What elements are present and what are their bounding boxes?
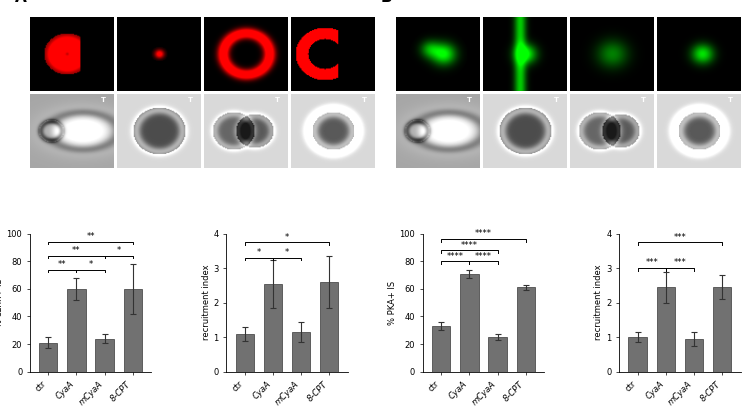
Bar	[236, 334, 254, 372]
Text: *: *	[285, 233, 289, 242]
Text: A: A	[15, 0, 27, 5]
Text: **: **	[73, 246, 81, 255]
Text: ***: ***	[646, 259, 658, 268]
Text: ****: ****	[447, 252, 464, 261]
Bar	[460, 274, 479, 372]
Text: *: *	[88, 260, 93, 269]
Text: T: T	[275, 97, 280, 103]
Text: T: T	[554, 97, 559, 103]
Text: *: *	[285, 248, 289, 257]
Bar	[67, 289, 85, 372]
Text: ***: ***	[673, 233, 686, 242]
Text: ****: ****	[475, 230, 492, 238]
Y-axis label: recruitment index: recruitment index	[595, 265, 604, 340]
Text: T: T	[728, 97, 733, 103]
Bar	[264, 284, 282, 372]
Bar	[292, 332, 310, 372]
Text: ****: ****	[461, 240, 478, 249]
Bar	[685, 339, 703, 372]
Text: B: B	[381, 0, 392, 5]
Bar	[488, 337, 506, 372]
Bar	[713, 287, 732, 372]
Text: **: **	[58, 260, 67, 269]
Text: **: **	[86, 232, 95, 241]
Text: T: T	[641, 97, 646, 103]
Text: ****: ****	[475, 252, 492, 261]
Bar	[628, 337, 647, 372]
Text: T: T	[362, 97, 367, 103]
Bar	[96, 339, 114, 372]
Text: T: T	[467, 97, 472, 103]
Text: *: *	[257, 248, 261, 257]
Bar	[432, 326, 450, 372]
Text: ***: ***	[673, 259, 686, 268]
Y-axis label: % ezrin+ IS: % ezrin+ IS	[0, 278, 4, 327]
Bar	[657, 287, 675, 372]
Text: T: T	[188, 97, 193, 103]
Bar	[123, 289, 142, 372]
Bar	[517, 287, 535, 372]
Y-axis label: recruitment index: recruitment index	[201, 265, 211, 340]
Bar	[320, 282, 338, 372]
Bar	[39, 343, 58, 372]
Text: *: *	[117, 246, 121, 255]
Text: T: T	[101, 97, 106, 103]
Y-axis label: % PKA+ IS: % PKA+ IS	[387, 280, 396, 325]
